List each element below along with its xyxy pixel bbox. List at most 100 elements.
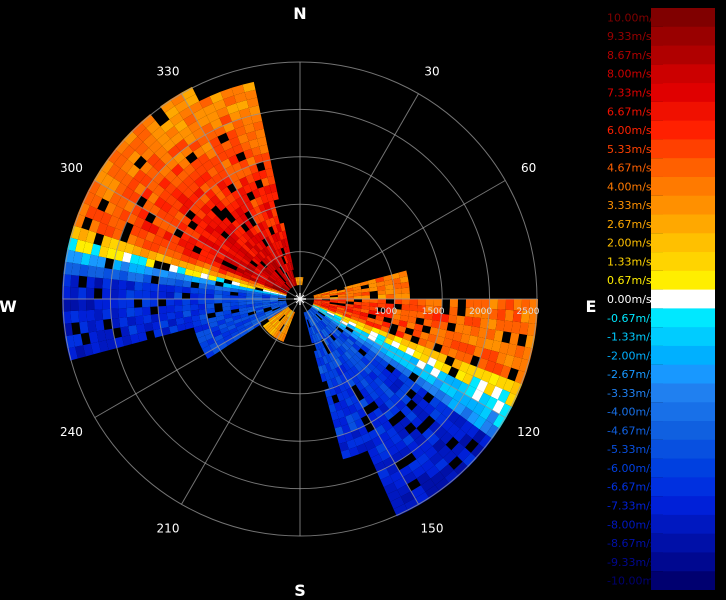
echo-cell <box>160 201 173 213</box>
azimuth-labels: 30 60 120 150 210 240 300 330 <box>60 64 540 535</box>
echo-cell <box>271 261 278 270</box>
echo-cell <box>137 128 152 142</box>
echo-cell <box>206 110 220 123</box>
range-label-1000: 1000 <box>374 307 397 317</box>
echo-cell <box>214 225 225 235</box>
echo-cell <box>172 251 183 261</box>
echo-cell <box>114 249 125 262</box>
echo-cell <box>262 321 271 328</box>
echo-cell <box>278 301 287 304</box>
echo-cell <box>178 260 188 269</box>
echo-cell <box>326 379 334 389</box>
azimuth-label-120: 120 <box>517 425 540 439</box>
echo-cell <box>295 277 298 286</box>
echo-cell <box>452 390 465 403</box>
echo-cell <box>160 99 175 113</box>
echo-cell <box>102 299 111 310</box>
echo-cell <box>187 120 201 133</box>
echo-cell <box>325 314 333 320</box>
echo-cell <box>350 332 359 341</box>
echo-cell <box>174 99 189 113</box>
echo-cell <box>240 279 249 285</box>
echo-cell <box>320 320 327 328</box>
echo-cell <box>336 337 344 346</box>
echo-cell <box>93 169 108 184</box>
echo-cell <box>320 329 327 338</box>
echo-cell <box>488 350 499 363</box>
echo-cell <box>362 327 372 335</box>
echo-cell <box>339 399 348 410</box>
echo-cell <box>419 440 433 453</box>
echo-cell <box>142 290 151 299</box>
echo-cell <box>258 169 268 180</box>
echo-cell <box>377 303 386 308</box>
echo-cell <box>312 316 319 324</box>
echo-cell <box>356 443 368 454</box>
echo-cell <box>365 338 375 346</box>
echo-cell <box>170 92 185 107</box>
echo-cell <box>504 392 518 407</box>
echo-cell <box>351 313 360 319</box>
echo-cell <box>400 309 410 317</box>
echo-cell <box>328 322 336 330</box>
echo-cell <box>314 314 322 322</box>
echo-cell <box>337 301 346 304</box>
echo-cell <box>329 305 338 309</box>
echo-cell <box>273 329 280 338</box>
echo-cell <box>455 350 466 362</box>
echo-cell <box>424 446 438 460</box>
echo-cell <box>361 302 370 307</box>
colorbar-label-bg <box>605 345 663 366</box>
echo-cell <box>285 309 292 317</box>
echo-cell <box>140 187 153 200</box>
colorbar-swatch <box>651 26 715 47</box>
echo-cell <box>324 371 331 381</box>
echo-cell <box>462 352 474 365</box>
echo-cell <box>376 311 385 317</box>
echo-cell <box>276 322 283 330</box>
echo-cell <box>252 171 262 182</box>
echo-cell <box>342 362 351 372</box>
echo-cell <box>237 225 246 236</box>
echo-cell <box>143 134 157 148</box>
echo-cell <box>346 368 356 378</box>
echo-cell <box>416 311 426 319</box>
echo-cell <box>236 267 245 274</box>
echo-cell <box>281 316 288 324</box>
echo-cell <box>254 289 263 294</box>
colorbar-label-bg <box>605 252 663 272</box>
echo-cell <box>216 319 226 326</box>
echo-cell <box>497 389 511 404</box>
echo-cell <box>176 323 186 332</box>
echo-cell <box>279 290 288 294</box>
echo-cell <box>385 303 394 309</box>
echo-cell <box>470 443 485 459</box>
echo-cell <box>196 134 209 147</box>
echo-cell <box>195 330 205 339</box>
echo-cell <box>111 228 123 241</box>
colorbar-label-bg <box>605 233 663 253</box>
echo-cell <box>236 249 246 258</box>
echo-cell <box>271 233 278 243</box>
echo-cell <box>218 247 228 256</box>
echo-cell <box>331 318 340 325</box>
echo-cell <box>214 294 223 299</box>
echo-cell <box>204 224 215 235</box>
echo-cell <box>329 293 338 296</box>
echo-cell <box>224 317 234 324</box>
echo-cell <box>226 103 239 115</box>
echo-cell <box>202 159 214 172</box>
range-label-2000: 2000 <box>469 307 492 317</box>
echo-cell <box>270 301 279 304</box>
echo-cell <box>137 256 148 267</box>
echo-cell <box>473 415 487 430</box>
echo-cell <box>334 339 342 348</box>
echo-cell <box>395 348 406 358</box>
azimuth-spoke <box>299 180 506 300</box>
echo-cell <box>285 281 292 289</box>
echo-cell <box>361 295 370 299</box>
echo-cell <box>496 309 506 321</box>
echo-cell <box>205 199 216 210</box>
echo-cell <box>232 256 242 264</box>
echo-cell <box>462 325 472 336</box>
